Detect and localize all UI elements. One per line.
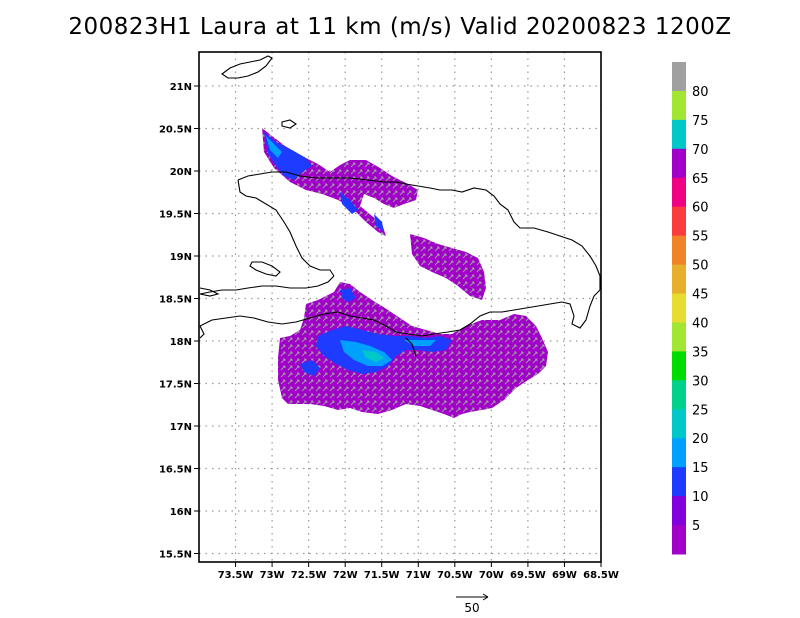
coastline (199, 55, 601, 357)
lon-tick-label: 71W (406, 570, 431, 581)
lon-tick-label: 70.5W (437, 570, 473, 581)
lon-tick-label: 72W (333, 570, 358, 581)
colorbar-label: 60 (692, 201, 709, 216)
colorbar-label: 55 (692, 230, 709, 245)
lat-tick-label: 20.5N (159, 125, 192, 136)
lon-tick-label: 69.5W (510, 570, 546, 581)
colorbar-swatch (672, 293, 686, 323)
colorbar-label: 15 (692, 461, 709, 476)
colorbar-label: 75 (692, 114, 709, 129)
colorbar-label: 40 (692, 316, 709, 331)
colorbar-label: 5 (692, 519, 700, 534)
latitude-labels: 21N 20.5N 20N 19.5N 19N 18.5N 18N 17.5N 17N 16.5N… (159, 82, 199, 561)
colorbar-swatch (672, 62, 686, 92)
lat-tick-label: 19.5N (159, 210, 192, 221)
lon-tick-label: 71.5W (364, 570, 400, 581)
colorbar-swatch (672, 322, 686, 352)
colorbar: 80 75 70 65 60 55 50 45 40 35 30 25 20 15 10 5 (672, 62, 709, 555)
colorbar-label: 65 (692, 172, 709, 187)
lon-tick-label: 72.5W (291, 570, 327, 581)
colorbar-swatch (672, 438, 686, 468)
colorbar-label: 30 (692, 374, 709, 389)
lon-tick-label: 69W (552, 570, 577, 581)
colorbar-swatch (672, 119, 686, 150)
colorbar-label: 50 (692, 259, 709, 274)
colorbar-label: 70 (692, 143, 709, 158)
colorbar-swatch (672, 525, 686, 555)
reference-vector-label: 50 (464, 601, 479, 615)
lat-tick-label: 19N (170, 252, 192, 263)
lat-tick-label: 20N (170, 167, 192, 178)
colorbar-swatch (672, 177, 686, 208)
colorbar-label: 35 (692, 345, 709, 360)
lat-tick-label: 16N (170, 507, 192, 518)
lon-tick-label: 73.5W (218, 570, 254, 581)
reference-vector: 50 (456, 593, 489, 615)
colorbar-swatch (672, 148, 686, 179)
lat-tick-label: 21N (170, 82, 192, 93)
wind-swath (262, 128, 548, 418)
lon-tick-label: 73W (260, 570, 285, 581)
longitude-labels: 73.5W 73W 72.5W 72W 71.5W 71W 70.5W 70W 69.5W 69W… (218, 562, 619, 581)
lat-tick-label: 17N (170, 422, 192, 433)
lon-tick-label: 70W (479, 570, 504, 581)
lat-tick-label: 18N (170, 337, 192, 348)
lat-tick-label: 17.5N (159, 380, 192, 391)
lat-lon-grid (199, 52, 602, 562)
colorbar-swatch (672, 351, 686, 381)
lat-tick-label: 15.5N (159, 550, 192, 561)
lat-tick-label: 18.5N (159, 295, 192, 306)
lon-tick-label: 68.5W (583, 570, 619, 581)
colorbar-label: 10 (692, 490, 709, 505)
colorbar-label: 80 (692, 85, 709, 100)
colorbar-label: 45 (692, 288, 709, 303)
colorbar-swatch (672, 264, 686, 295)
colorbar-swatch (672, 409, 686, 439)
colorbar-swatch (672, 467, 686, 497)
colorbar-swatch (672, 206, 686, 237)
colorbar-label: 20 (692, 432, 709, 447)
map-title: 200823H1 Laura at 11 km (m/s) Valid 2020… (68, 14, 732, 40)
colorbar-swatch (672, 90, 686, 121)
colorbar-swatch (672, 496, 686, 526)
colorbar-label: 25 (692, 403, 709, 418)
colorbar-swatch (672, 235, 686, 266)
lat-tick-label: 16.5N (159, 465, 192, 476)
map-frame (198, 51, 602, 563)
colorbar-swatch (672, 380, 686, 410)
